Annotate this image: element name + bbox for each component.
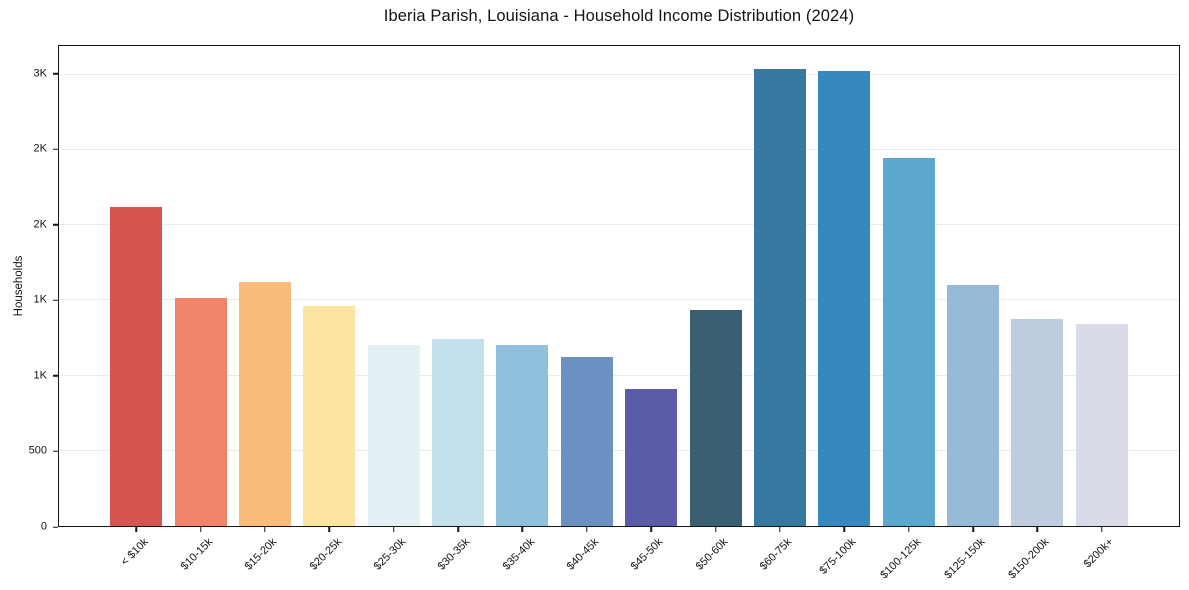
bar-slot: $45-50k	[619, 46, 683, 573]
bar-< $10k	[110, 207, 163, 526]
x-tick-label: < $10k	[118, 536, 151, 569]
x-tick-mark	[586, 527, 588, 532]
x-tick-mark	[521, 527, 524, 532]
y-tick-mark	[53, 148, 58, 151]
x-tick-label: $75-100k	[817, 536, 859, 577]
y-tick-label: 3K	[33, 67, 47, 80]
bar-$75-100k	[818, 70, 871, 526]
bar-slot: $30-35k	[426, 46, 490, 573]
bar-$35-40k	[496, 344, 549, 526]
x-tick-mark	[714, 527, 717, 532]
bar-$25-30k	[367, 345, 420, 526]
x-tick-mark	[1036, 527, 1039, 532]
x-tick-mark	[135, 527, 137, 532]
y-tick-label: 1K	[33, 369, 47, 382]
plot-area: < $10k $10-15k $15-20k $20-25k $25-30k $30-35…	[58, 45, 1180, 581]
bar-slot: $150-200k	[1005, 46, 1069, 581]
x-tick-mark	[392, 527, 395, 532]
x-tick-mark	[907, 527, 910, 532]
bar-$150-200k	[1011, 319, 1064, 526]
bar-slot: $20-25k	[297, 46, 361, 573]
x-tick-label: $125-150k	[942, 536, 988, 582]
x-tick-label: $20-25k	[307, 536, 344, 573]
x-tick-mark	[199, 527, 202, 532]
bar-slot: $75-100k	[812, 46, 876, 577]
x-tick-mark	[972, 527, 974, 532]
gridline	[59, 224, 1179, 226]
bar-$40-45k	[560, 356, 613, 526]
gridline	[59, 374, 1179, 376]
x-tick-mark	[843, 527, 846, 532]
bar-$50-60k	[689, 310, 742, 526]
y-tick-label: 2K	[33, 142, 47, 155]
x-tick-label: $200k+	[1082, 536, 1117, 571]
y-tick-label: 2K	[33, 218, 47, 231]
gridline	[59, 449, 1179, 451]
x-tick-mark	[328, 527, 331, 532]
bar-$100-125k	[882, 158, 935, 526]
y-tick-mark	[53, 299, 58, 302]
x-tick-label: $15-20k	[242, 536, 280, 573]
bar-slot: $40-45k	[555, 46, 619, 573]
bar-$200k+	[1075, 323, 1128, 526]
x-tick-label: $150-200k	[1006, 536, 1052, 582]
x-tick-mark	[779, 527, 781, 532]
bar-slot: $15-20k	[233, 46, 297, 573]
x-tick-label: $35-40k	[500, 536, 537, 573]
x-tick-label: $40-45k	[564, 536, 602, 573]
bar-$20-25k	[303, 306, 356, 526]
x-tick-label: $30-35k	[435, 536, 473, 573]
bar-$125-150k	[947, 285, 1000, 526]
x-tick-label: $10-15k	[178, 536, 216, 573]
bar-$30-35k	[432, 338, 485, 526]
gridline	[59, 73, 1179, 75]
y-tick-mark	[53, 72, 58, 75]
y-tick-label: 500	[28, 444, 47, 457]
bar-slot: $50-60k	[683, 46, 747, 573]
bar-slot: $60-75k	[748, 46, 812, 573]
x-tick-label: $100-125k	[877, 536, 924, 582]
bar-slot: $200k+	[1070, 46, 1134, 570]
x-tick-mark	[650, 527, 652, 532]
y-axis-ticks: 0 500 1K 1K 2K 2K 3K	[0, 45, 58, 532]
x-tick-label: $50-60k	[693, 536, 731, 573]
x-tick-label: $45-50k	[629, 536, 666, 573]
y-tick-mark	[53, 526, 58, 528]
bar-slot: $100-125k	[877, 46, 941, 581]
x-tick-mark	[457, 527, 459, 532]
bar-slot: $10-15k	[168, 46, 232, 573]
chart-title: Iberia Parish, Louisiana - Household Inc…	[383, 7, 855, 25]
bar-$45-50k	[625, 389, 678, 526]
gridline	[59, 148, 1179, 150]
y-tick-label: 0	[40, 520, 47, 533]
y-tick-label: 1K	[33, 293, 47, 306]
x-tick-label: $60-75k	[757, 536, 795, 573]
bar-$10-15k	[174, 298, 227, 526]
bar-$15-20k	[238, 281, 291, 526]
bars-group: < $10k $10-15k $15-20k $20-25k $25-30k $30-35…	[59, 46, 1179, 581]
y-tick-mark	[53, 375, 58, 377]
bar-slot: < $10k	[104, 46, 168, 568]
y-tick-mark	[53, 224, 58, 226]
bar-slot: $125-150k	[941, 46, 1005, 581]
y-tick-mark	[53, 450, 58, 453]
x-tick-mark	[264, 527, 266, 532]
bar-slot: $35-40k	[490, 46, 554, 573]
gridline	[59, 299, 1179, 301]
x-tick-label: $25-30k	[371, 536, 409, 573]
bar-slot: $25-30k	[362, 46, 426, 573]
x-tick-mark	[1101, 527, 1103, 532]
bar-$60-75k	[753, 69, 806, 526]
